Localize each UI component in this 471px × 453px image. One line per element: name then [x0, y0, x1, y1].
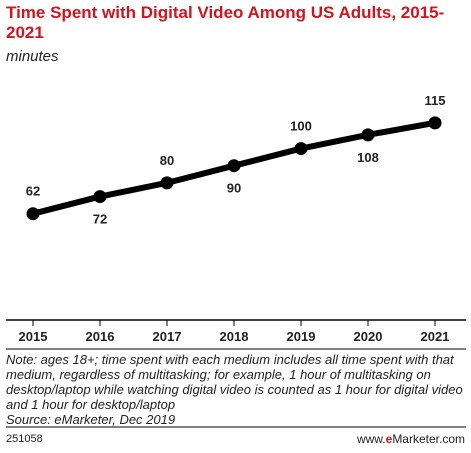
data-label: 108 — [357, 150, 379, 165]
data-point — [26, 207, 40, 221]
data-point — [361, 128, 375, 142]
brand-logo: www.eMarketer.com — [357, 432, 465, 446]
data-label: 62 — [26, 184, 40, 199]
data-label-layer: 62 72 80 90 100 108 115 — [26, 93, 446, 227]
note-text: Note: ages 18+; time spent with each med… — [6, 352, 463, 412]
data-point — [227, 159, 241, 173]
footnote: Note: ages 18+; time spent with each med… — [6, 352, 466, 427]
data-label: 100 — [290, 119, 312, 134]
brand-e: e — [385, 432, 393, 446]
x-tick-label: 2016 — [86, 329, 115, 344]
data-point — [160, 176, 174, 190]
data-point — [93, 190, 107, 204]
data-label: 115 — [425, 93, 446, 108]
x-tick-label: 2015 — [19, 329, 48, 344]
data-point-layer — [26, 116, 442, 221]
x-tick-label: 2017 — [153, 329, 182, 344]
x-tick-label: 2018 — [220, 329, 249, 344]
chart-title: Time Spent with Digital Video Among US A… — [6, 3, 445, 42]
chart-subtitle: minutes — [6, 48, 59, 65]
data-point — [428, 116, 442, 130]
x-tick-label: 2019 — [287, 329, 316, 344]
x-tick-label: 2020 — [354, 329, 383, 344]
data-point — [294, 142, 308, 156]
chart-id: 251058 — [6, 433, 43, 445]
data-label: 72 — [93, 212, 107, 227]
x-tick-label: 2021 — [421, 329, 450, 344]
brand-prefix: www. — [356, 432, 386, 446]
data-label: 90 — [227, 181, 241, 196]
x-axis-ticks: 2015 2016 2017 2018 2019 2020 2021 — [19, 320, 450, 344]
data-label: 80 — [160, 153, 174, 168]
source-text: Source: eMarketer, Dec 2019 — [6, 412, 176, 427]
brand-suffix: Marketer.com — [392, 432, 465, 446]
